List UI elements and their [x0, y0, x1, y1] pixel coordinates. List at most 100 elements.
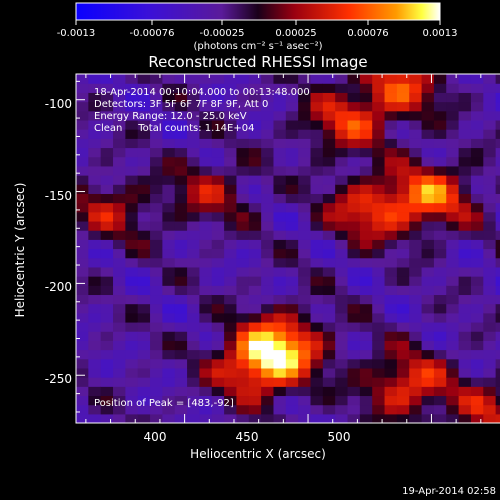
heatmap-cell [446, 202, 460, 213]
heatmap-cell [248, 413, 262, 423]
heatmap-cell [236, 266, 250, 277]
heatmap-cell [211, 119, 225, 130]
heatmap-cell [162, 276, 176, 286]
heatmap-cell [433, 184, 447, 194]
heatmap-cell [88, 119, 102, 130]
heatmap-cell [433, 92, 447, 103]
heatmap-cell [495, 404, 500, 415]
heatmap-cell [483, 83, 497, 93]
heatmap-cell [446, 156, 460, 167]
heatmap-cell [298, 349, 312, 360]
heatmap-cell [384, 230, 398, 240]
heatmap-cell [261, 119, 275, 130]
heatmap-cell [273, 165, 287, 176]
heatmap-cell [470, 303, 484, 314]
heatmap-cell [384, 358, 398, 369]
heatmap-cell [347, 74, 361, 84]
heatmap-cell [261, 285, 275, 296]
heatmap-cell [298, 119, 312, 130]
heatmap-cell [187, 294, 201, 305]
heatmap-cell [433, 285, 447, 296]
heatmap-cell [248, 92, 262, 103]
heatmap-cell [322, 220, 336, 231]
heatmap-cell [335, 321, 349, 332]
heatmap-cell [261, 395, 275, 406]
heatmap-cell [261, 248, 275, 259]
heatmap-cell [211, 349, 225, 360]
heatmap-cell [236, 156, 250, 167]
heatmap-cell [347, 119, 361, 130]
heatmap-cell [298, 266, 312, 277]
heatmap-cell [495, 266, 500, 277]
heatmap-cell [236, 395, 250, 406]
heatmap-cell [372, 74, 386, 84]
heatmap-cell [495, 129, 500, 139]
heatmap-cell [310, 193, 324, 204]
heatmap-cell [88, 358, 102, 369]
heatmap-cell [199, 386, 213, 397]
heatmap-cell [88, 147, 102, 158]
heatmap-cell [88, 257, 102, 268]
heatmap-cell [162, 147, 176, 158]
heatmap-cell [113, 147, 126, 158]
heatmap-cell [236, 386, 250, 397]
heatmap-cell [76, 220, 89, 231]
heatmap-cell [384, 211, 398, 222]
colorbar-tick-3: 0.00025 [275, 28, 316, 39]
heatmap-cell [384, 193, 398, 204]
heatmap-cell [458, 257, 472, 268]
heatmap-cell [446, 239, 460, 250]
heatmap-cell [409, 312, 423, 323]
heatmap-cell [261, 101, 275, 112]
heatmap-cell [458, 349, 472, 360]
heatmap-cell [483, 340, 497, 351]
heatmap-cell [199, 395, 213, 406]
heatmap-cell [150, 147, 163, 158]
heatmap-cell [446, 83, 460, 93]
heatmap-cell [125, 175, 139, 185]
heatmap-cell [150, 138, 163, 149]
heatmap-cell [335, 303, 349, 314]
heatmap-cell [100, 321, 114, 332]
heatmap-cell [421, 220, 435, 231]
heatmap-cell [483, 285, 497, 296]
heatmap-cell [162, 101, 176, 112]
heatmap-cell [359, 110, 373, 121]
heatmap-cell [446, 230, 460, 240]
heatmap-cell [273, 358, 287, 369]
heatmap-cell [470, 248, 484, 259]
heatmap-cell [483, 138, 497, 149]
heatmap-cell [162, 294, 176, 305]
heatmap-cell [458, 138, 472, 149]
heatmap-cell [162, 184, 176, 194]
heatmap-cell [347, 349, 361, 360]
heatmap-cell [100, 74, 114, 84]
heatmap-cell [310, 129, 324, 139]
heatmap-cell [470, 220, 484, 231]
heatmap-cell [421, 129, 435, 139]
heatmap-cell [199, 193, 213, 204]
heatmap-cell [88, 340, 102, 351]
heatmap-cell [100, 220, 114, 231]
heatmap-cell [359, 83, 373, 93]
heatmap-cell [384, 239, 398, 250]
heatmap-cell [384, 119, 398, 130]
heatmap-cell [261, 230, 275, 240]
heatmap-cell [199, 119, 213, 130]
heatmap-cell [433, 331, 447, 341]
heatmap-cell [224, 230, 238, 240]
heatmap-cell [298, 202, 312, 213]
heatmap-cell [125, 367, 139, 378]
heatmap-cell [261, 92, 275, 103]
heatmap-cell [458, 184, 472, 194]
heatmap-cell [224, 294, 238, 305]
heatmap-cell [470, 386, 484, 397]
heatmap-cell [384, 413, 398, 423]
heatmap-cell [322, 377, 336, 387]
heatmap-cell [162, 248, 176, 259]
heatmap-cell [322, 184, 336, 194]
heatmap-cell [495, 312, 500, 323]
heatmap-cell [298, 138, 312, 149]
heatmap-cell [248, 377, 262, 387]
heatmap-cell [421, 193, 435, 204]
